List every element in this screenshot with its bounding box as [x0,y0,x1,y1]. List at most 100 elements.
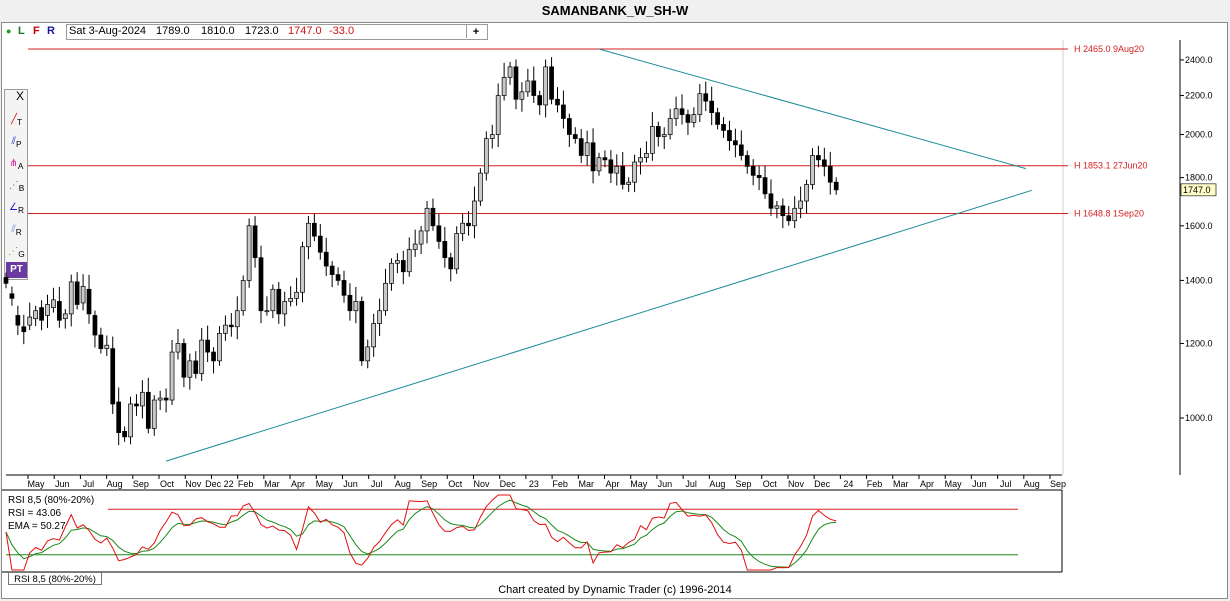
y-tick-label: 1600.0 [1185,221,1213,231]
candle-body [442,241,448,259]
candle [495,83,501,147]
candle-body [519,91,525,100]
candle [715,107,720,130]
candle-body [134,403,139,407]
trendline-tool[interactable]: ╱T [10,114,23,127]
candle [163,388,169,413]
y-tick-label: 2200.0 [1185,91,1213,101]
x-tick-label: May [630,479,648,489]
candle [223,315,228,341]
candle [151,395,157,436]
gann-fan-icon: ⋰ [8,246,19,257]
candle-body [9,293,15,299]
candle-body [626,181,632,185]
x-tick-label: Nov [473,479,490,489]
andrews-tool[interactable]: ⋔A [9,158,24,171]
candle [650,111,655,161]
candle-body [145,391,151,429]
gann-tool[interactable]: ⋰G [8,246,25,259]
F-button[interactable]: F [33,25,40,37]
candle [608,150,614,184]
candle-body [833,181,839,191]
candle [175,329,181,360]
candle [3,272,9,289]
candle-body [347,294,353,312]
bar-high: 1810.0 [201,25,235,37]
x-tick-label: Jun [55,479,70,489]
candle [240,275,246,316]
candle [21,314,27,345]
candle-body [792,207,798,222]
candle-body [715,112,720,125]
candle-body [827,166,833,183]
candle-body [68,281,74,315]
candle [460,213,465,241]
candle-body [74,281,80,305]
b-tool[interactable]: ⋰B [8,180,25,193]
candle-body [33,310,39,320]
x-tick-label: Sep [1050,479,1066,489]
x-tick-label: Feb [238,479,254,489]
candle-body [525,80,531,93]
candle [478,168,483,206]
x-tick-label: May [316,479,334,489]
candle [697,83,703,123]
candle [288,286,293,307]
candle [228,313,234,337]
candle-body [762,177,768,195]
candle [217,326,222,366]
candle [655,121,661,147]
r-tool-2[interactable]: ⫽R [11,224,22,237]
L-button[interactable]: L [18,25,25,37]
candle-body [240,280,246,312]
candle-body [590,142,596,172]
candle [306,215,311,260]
candle-body [501,77,507,96]
candle-body [543,66,548,106]
candle-body [329,265,335,275]
candle [128,396,133,445]
candle-body [57,301,62,321]
candle-body [768,193,774,209]
candle [584,130,590,166]
y-tick-label: 2400.0 [1185,55,1213,65]
candle [145,377,151,434]
candle-body [383,282,388,312]
candle-body [602,157,608,161]
pt-tool[interactable]: PT [6,262,27,278]
candle-body [187,360,193,378]
plus-button[interactable]: + [466,24,485,38]
candle-body [312,222,317,237]
candle-body [756,175,762,178]
bar-change: -33.0 [329,25,355,37]
pencil-icon: ╱ [10,114,17,125]
x-tick-label: May [945,479,963,489]
x-tick-label: Nov [788,479,805,489]
r-tool-1[interactable]: ∠R [9,202,24,215]
candle [199,327,205,381]
R-button[interactable]: R [47,25,55,37]
green-dot-icon: ● [6,26,12,36]
candle [252,216,258,268]
ema-line [5,499,837,568]
ema-value-label: EMA = 50.27 [8,521,66,532]
candle-body [750,166,756,176]
candle [703,81,709,112]
rsi-tab[interactable]: RSI 8,5 (80%-20%) [8,572,102,585]
parallel-tool[interactable]: ⫽P [11,136,22,149]
close-toolbar-button[interactable]: X [15,89,24,103]
candle [157,390,163,410]
candle-body [294,291,299,299]
candle [762,165,768,199]
candle [80,274,86,311]
candle [39,300,44,331]
candle [412,229,418,257]
candle [312,213,317,242]
candle [98,327,104,354]
candle-body [62,313,68,320]
x-tick-label: Aug [107,479,123,489]
candle-body [691,114,697,123]
candle-body [489,134,495,139]
candle-body [163,397,169,401]
candle [282,291,288,327]
